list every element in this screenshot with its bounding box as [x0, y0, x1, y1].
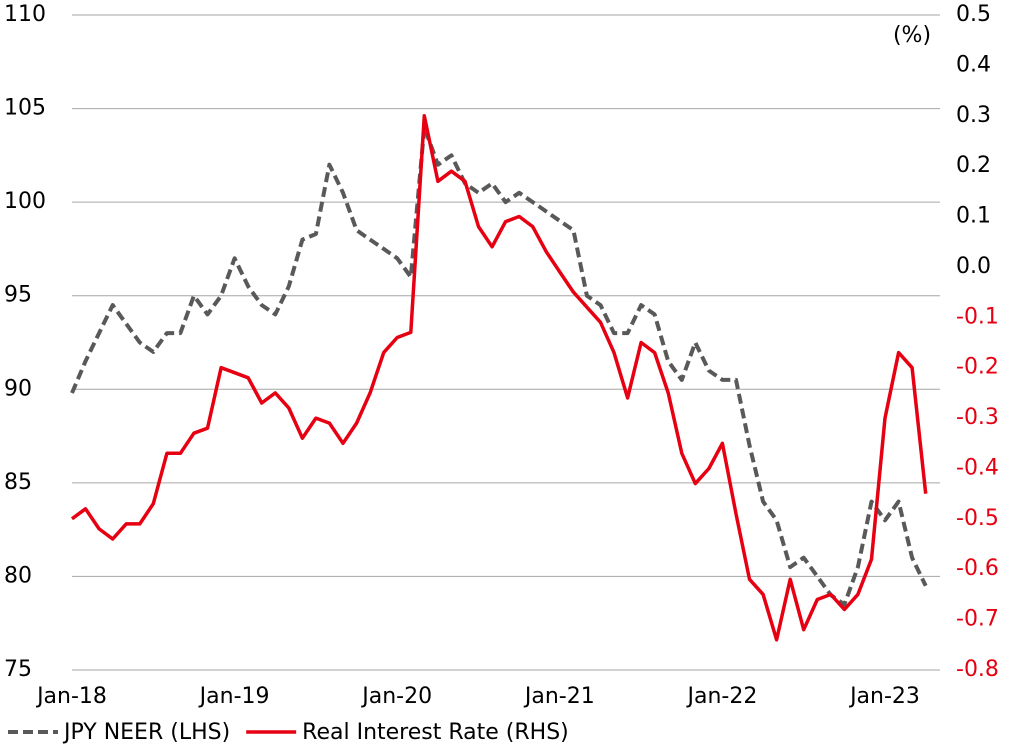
y2-tick-label: -0.6	[956, 556, 999, 581]
y-tick-label: 95	[4, 283, 32, 308]
x-tick-label: Jan-19	[198, 684, 270, 709]
series-line	[70, 125, 928, 607]
y-tick-label: 80	[4, 563, 32, 588]
y-tick-label: 75	[4, 657, 32, 682]
y2-tick-label: -0.4	[956, 455, 999, 480]
legend-label: JPY NEER (LHS)	[62, 720, 230, 745]
x-tick-label: Jan-23	[848, 684, 920, 709]
y2-tick-label: 0.3	[956, 103, 991, 128]
y2-tick-label: 0.2	[956, 153, 991, 178]
y2-tick-label: 0.1	[956, 204, 991, 229]
y-tick-label: 85	[4, 470, 32, 495]
y2-tick-label: 0.5	[956, 2, 991, 27]
y2-tick-label: -0.5	[956, 506, 999, 531]
legend-label: Real Interest Rate (RHS)	[302, 720, 569, 745]
y2-tick-label: 0.4	[956, 52, 991, 77]
series-line	[70, 114, 928, 642]
y-tick-label: 110	[4, 2, 46, 27]
y2-unit: (%)	[893, 23, 931, 48]
y2-tick-label: -0.8	[956, 657, 999, 682]
y-tick-label: 90	[4, 376, 32, 401]
y2-tick-label: -0.7	[956, 607, 999, 632]
x-tick-label: Jan-18	[35, 684, 107, 709]
x-tick-label: Jan-22	[685, 684, 757, 709]
x-tick-label: Jan-20	[360, 684, 432, 709]
y2-tick-label: -0.3	[956, 405, 999, 430]
y2-tick-label: -0.1	[956, 304, 999, 329]
y-tick-label: 105	[4, 96, 46, 121]
y2-tick-label: -0.2	[956, 355, 999, 380]
x-tick-label: Jan-21	[523, 684, 595, 709]
y2-tick-label: 0.0	[956, 254, 991, 279]
y-tick-label: 100	[4, 189, 46, 214]
